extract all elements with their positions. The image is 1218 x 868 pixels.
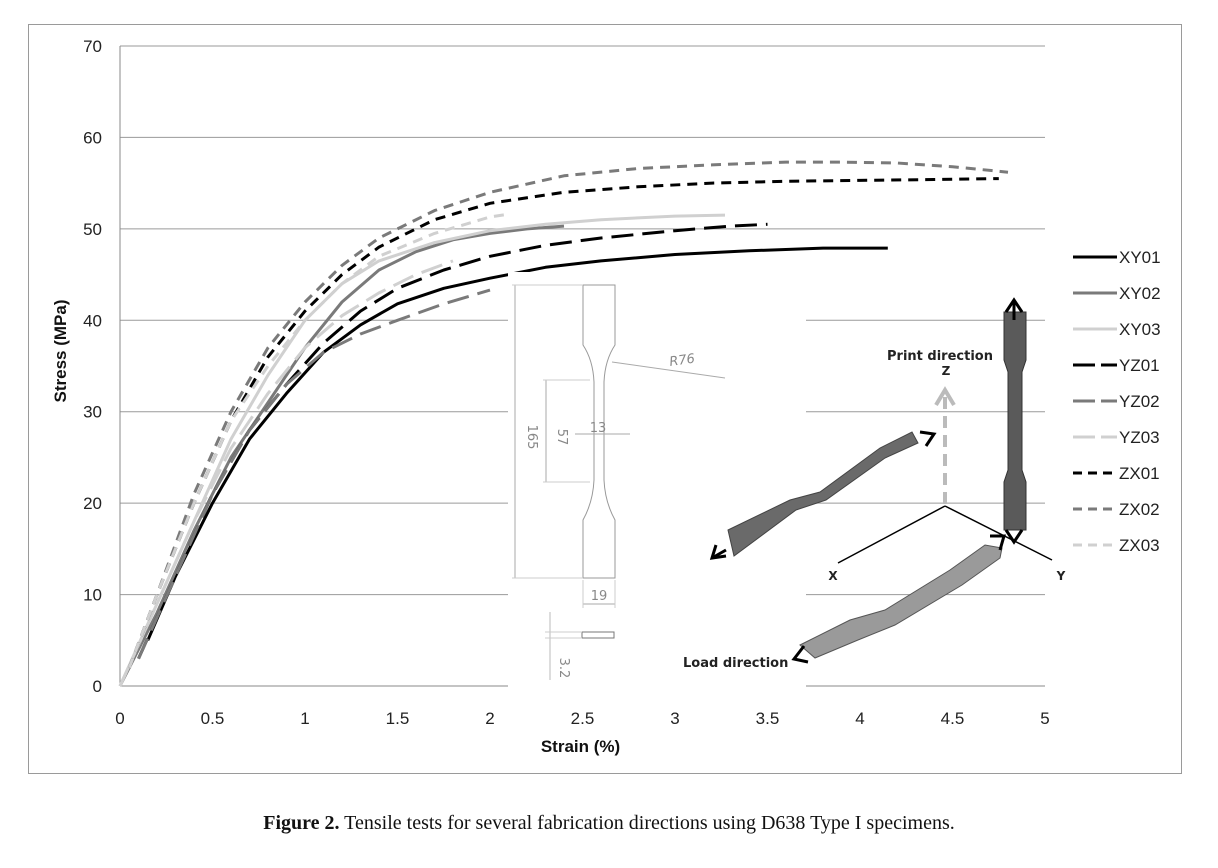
x-tick-label: 0: [115, 709, 124, 728]
y-tick-label: 0: [93, 677, 102, 696]
dim-165-label: 165: [524, 425, 539, 450]
specimen-inset: R76 165 57 13 19 3.2: [508, 272, 806, 700]
legend-label-xy01: XY01: [1119, 248, 1161, 267]
dim-19-label: 19: [591, 589, 608, 604]
legend-label-zx01: ZX01: [1119, 464, 1160, 483]
series-line-yz03: [118, 259, 454, 687]
y-axis-label: Y: [1056, 569, 1066, 583]
x-tick-label: 2.5: [571, 709, 595, 728]
series-line-zx02: [127, 160, 1009, 669]
load-direction-label: Load direction: [683, 656, 788, 671]
y-tick-label: 70: [83, 37, 102, 56]
legend-label-xy02: XY02: [1119, 284, 1161, 303]
x-tick-label: 0.5: [201, 709, 225, 728]
specimen-yz: [799, 544, 1003, 659]
series-line-xy01: [146, 246, 888, 641]
x-axis-title: Strain (%): [541, 737, 620, 756]
load-arrow-icon: [919, 430, 937, 447]
x-tick-label: 1: [300, 709, 309, 728]
legend-label-yz01: YZ01: [1119, 356, 1160, 375]
specimen-xy: [727, 431, 919, 557]
x-axis-line: [837, 505, 946, 564]
y-tick-label: 40: [83, 311, 102, 330]
load-arrow-icon: [791, 645, 809, 664]
series-line-xy02: [118, 224, 565, 687]
y-tick-label: 60: [83, 128, 102, 147]
print-direction-label: Print direction: [887, 349, 993, 364]
series-line-zx03: [127, 212, 509, 669]
caption-text: Tensile tests for several fabrication di…: [339, 812, 955, 834]
orientation-inset: Print direction Z X Y Load direction: [683, 297, 1066, 671]
x-tick-label: 3.5: [756, 709, 780, 728]
caption-label: Figure 2.: [263, 812, 340, 834]
specimen-outline: [582, 284, 616, 579]
legend-label-yz03: YZ03: [1119, 428, 1160, 447]
legend-label-xy03: XY03: [1119, 320, 1161, 339]
series-line-zx01: [127, 177, 999, 669]
legend-label-yz02: YZ02: [1119, 392, 1160, 411]
x-tick-label: 3: [670, 709, 679, 728]
stress-strain-chart: 0 10 20 30 40 50 60 70 0 0.5 1 1.5 2 2.5 3 3.5 4 4.5 5 Stra…: [51, 37, 1161, 756]
y-axis-title: Stress (MPa): [51, 300, 70, 403]
x-tick-label: 4: [855, 709, 864, 728]
dim-13-label: 13: [590, 421, 607, 436]
y-tick-label: 10: [83, 586, 102, 605]
radius-leader: [611, 361, 726, 379]
x-tick-label: 5: [1040, 709, 1049, 728]
y-tick-label: 30: [83, 403, 102, 422]
specimen-zx: [1003, 311, 1027, 531]
x-tick-label: 2: [485, 709, 494, 728]
series-lines: [118, 160, 1009, 687]
legend-label-zx03: ZX03: [1119, 536, 1160, 555]
specimen-thickness-rect: [581, 631, 615, 639]
figure-caption: Figure 2. Tensile tests for several fabr…: [0, 812, 1218, 835]
load-arrow-icon: [990, 534, 1006, 551]
x-tick-label: 1.5: [386, 709, 410, 728]
legend-label-zx02: ZX02: [1119, 500, 1160, 519]
dim-57-label: 57: [554, 429, 569, 446]
y-axis-line: [944, 505, 1053, 561]
axes: 0 10 20 30 40 50 60 70 0 0.5 1 1.5 2 2.5 3 3.5 4 4.5 5 Stra…: [51, 37, 1050, 756]
x-axis-label: X: [828, 569, 838, 583]
inset-background: [508, 272, 806, 700]
z-axis-label: Z: [942, 364, 951, 378]
y-tick-label: 50: [83, 220, 102, 239]
z-arrow-icon: [934, 386, 956, 407]
dim-r76-label: R76: [668, 352, 695, 370]
dim-3-2-label: 3.2: [556, 658, 571, 679]
y-tick-label: 20: [83, 494, 102, 513]
load-arrow-icon: [1004, 529, 1024, 545]
legend: XY01 XY02 XY03 YZ01 YZ02 YZ03 ZX01 ZX02 ZX03: [1073, 248, 1161, 555]
series-line-yz02: [137, 288, 491, 660]
x-tick-label: 4.5: [941, 709, 965, 728]
